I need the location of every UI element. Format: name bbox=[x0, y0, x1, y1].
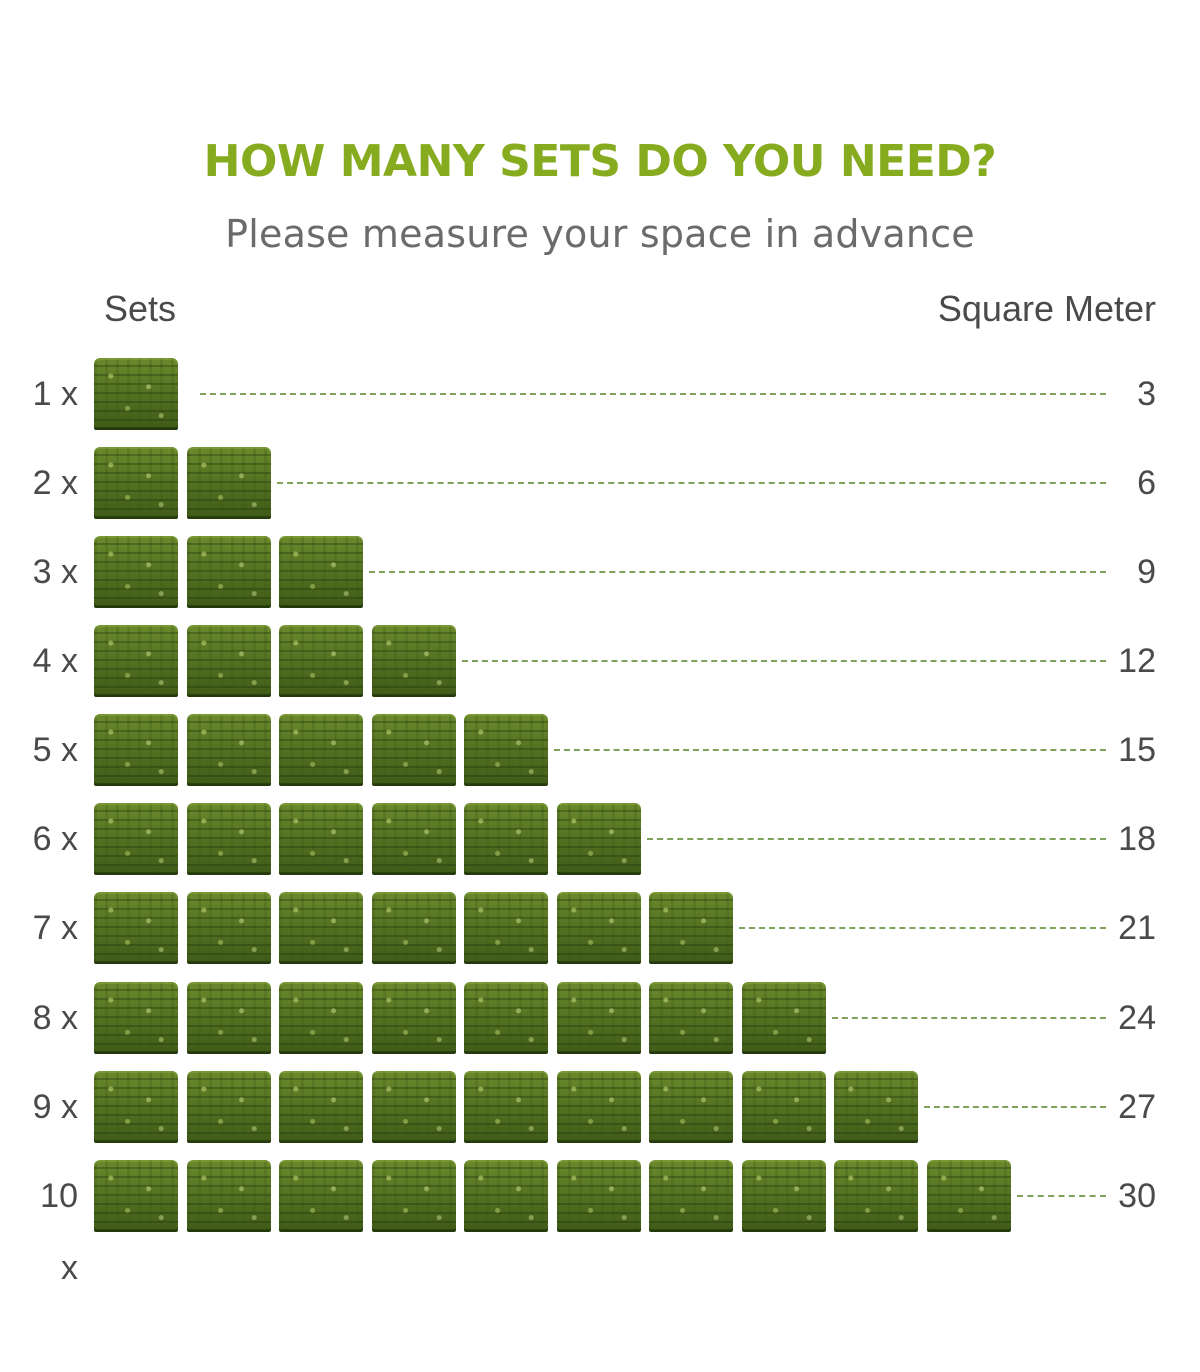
sets-column-header: Sets bbox=[104, 288, 177, 329]
grass-panel-icon bbox=[279, 1071, 363, 1143]
set-row: 2 x 6 bbox=[0, 447, 1200, 519]
grass-panel-icon bbox=[372, 892, 456, 964]
grass-panel-icon bbox=[372, 803, 456, 875]
grass-panel-icon bbox=[94, 803, 178, 875]
square-meter-value: 27 bbox=[1118, 1088, 1156, 1126]
set-count-label: 9 x bbox=[32, 1088, 78, 1126]
set-count-label: 6 x bbox=[32, 820, 78, 858]
set-count-label: 3 x bbox=[32, 553, 78, 591]
grass-panel-icon bbox=[742, 1071, 826, 1143]
grass-panel-icon bbox=[464, 1160, 548, 1232]
grass-panel-icon bbox=[187, 536, 271, 608]
grass-panel-icon bbox=[834, 1071, 918, 1143]
grass-panel-icon bbox=[557, 982, 641, 1054]
grass-panel-icon bbox=[94, 982, 178, 1054]
grass-panel-icon bbox=[94, 447, 178, 519]
grass-panel-icon bbox=[464, 982, 548, 1054]
leader-line bbox=[369, 571, 1106, 573]
leader-line bbox=[647, 838, 1106, 840]
set-row: 7 x 21 bbox=[0, 892, 1200, 964]
grass-panel-icon bbox=[187, 1071, 271, 1143]
square-meter-value: 3 bbox=[1137, 375, 1156, 413]
grass-panel-icon bbox=[464, 1071, 548, 1143]
grass-panel-icon bbox=[372, 1160, 456, 1232]
leader-line bbox=[832, 1017, 1106, 1019]
set-row: 8 x 24 bbox=[0, 982, 1200, 1054]
set-row: 3 x 9 bbox=[0, 536, 1200, 608]
set-row: 1 x 3 bbox=[0, 358, 1200, 430]
set-count-label: 4 x bbox=[32, 642, 78, 680]
square-meter-value: 6 bbox=[1137, 464, 1156, 502]
set-count-label: 1 x bbox=[32, 375, 78, 413]
square-meter-value: 30 bbox=[1118, 1177, 1156, 1215]
grass-panel-icon bbox=[649, 982, 733, 1054]
grass-panel-icon bbox=[557, 1160, 641, 1232]
set-count-label: 7 x bbox=[32, 909, 78, 947]
leader-line bbox=[462, 660, 1106, 662]
set-row: 6 x 18 bbox=[0, 803, 1200, 875]
grass-panel-icon bbox=[279, 892, 363, 964]
grass-panel-icon bbox=[464, 803, 548, 875]
grass-panel-icon bbox=[187, 803, 271, 875]
grass-panel-icon bbox=[372, 982, 456, 1054]
grass-panel-icon bbox=[464, 892, 548, 964]
grass-panel-icon bbox=[464, 714, 548, 786]
square-meter-value: 15 bbox=[1118, 731, 1156, 769]
grass-panel-icon bbox=[94, 536, 178, 608]
set-row: 4 x 12 bbox=[0, 625, 1200, 697]
set-row: 9 x 27 bbox=[0, 1071, 1200, 1143]
square-meter-value: 21 bbox=[1118, 909, 1156, 947]
grass-panel-icon bbox=[187, 447, 271, 519]
grass-panel-icon bbox=[187, 1160, 271, 1232]
set-count-label: 8 x bbox=[32, 999, 78, 1037]
set-row: 5 x 15 bbox=[0, 714, 1200, 786]
leader-line bbox=[924, 1106, 1106, 1108]
grass-panel-icon bbox=[557, 803, 641, 875]
square-meter-value: 18 bbox=[1118, 820, 1156, 858]
leader-line bbox=[200, 393, 1106, 395]
grass-panel-icon bbox=[927, 1160, 1011, 1232]
grass-panel-icon bbox=[372, 1071, 456, 1143]
grass-panel-icon bbox=[94, 892, 178, 964]
grass-panel-icon bbox=[834, 1160, 918, 1232]
grass-panel-icon bbox=[94, 714, 178, 786]
grass-panel-icon bbox=[557, 1071, 641, 1143]
grass-panel-icon bbox=[557, 892, 641, 964]
square-meter-column-header: Square Meter bbox=[937, 288, 1156, 329]
leader-line bbox=[739, 927, 1106, 929]
leader-line bbox=[277, 482, 1106, 484]
leader-line bbox=[554, 749, 1106, 751]
grass-panel-icon bbox=[279, 536, 363, 608]
grass-panel-icon bbox=[187, 892, 271, 964]
grass-panel-icon bbox=[279, 982, 363, 1054]
grass-panel-icon bbox=[279, 803, 363, 875]
grass-panel-icon bbox=[742, 1160, 826, 1232]
square-meter-value: 12 bbox=[1118, 642, 1156, 680]
set-count-label: 2 x bbox=[32, 464, 78, 502]
grass-panel-icon bbox=[279, 625, 363, 697]
set-count-label: 5 x bbox=[32, 731, 78, 769]
grass-panel-icon bbox=[372, 625, 456, 697]
grass-panel-icon bbox=[372, 714, 456, 786]
grass-panel-icon bbox=[649, 1160, 733, 1232]
grass-panel-icon bbox=[279, 1160, 363, 1232]
grass-panel-icon bbox=[94, 1160, 178, 1232]
grass-panel-icon bbox=[742, 982, 826, 1054]
grass-panel-icon bbox=[187, 625, 271, 697]
leader-line bbox=[1017, 1195, 1106, 1197]
grass-panel-icon bbox=[94, 358, 178, 430]
grass-panel-icon bbox=[187, 714, 271, 786]
grass-panel-icon bbox=[187, 982, 271, 1054]
page-subtitle: Please measure your space in advance bbox=[225, 212, 975, 256]
square-meter-value: 9 bbox=[1137, 553, 1156, 591]
set-count-label: 10 x bbox=[40, 1177, 78, 1287]
square-meter-value: 24 bbox=[1118, 999, 1156, 1037]
page-title: HOW MANY SETS DO YOU NEED? bbox=[203, 136, 997, 187]
grass-panel-icon bbox=[279, 714, 363, 786]
grass-panel-icon bbox=[94, 625, 178, 697]
grass-panel-icon bbox=[649, 1071, 733, 1143]
grass-panel-icon bbox=[94, 1071, 178, 1143]
grass-panel-icon bbox=[649, 892, 733, 964]
set-row: 10 x 30 bbox=[0, 1160, 1200, 1287]
